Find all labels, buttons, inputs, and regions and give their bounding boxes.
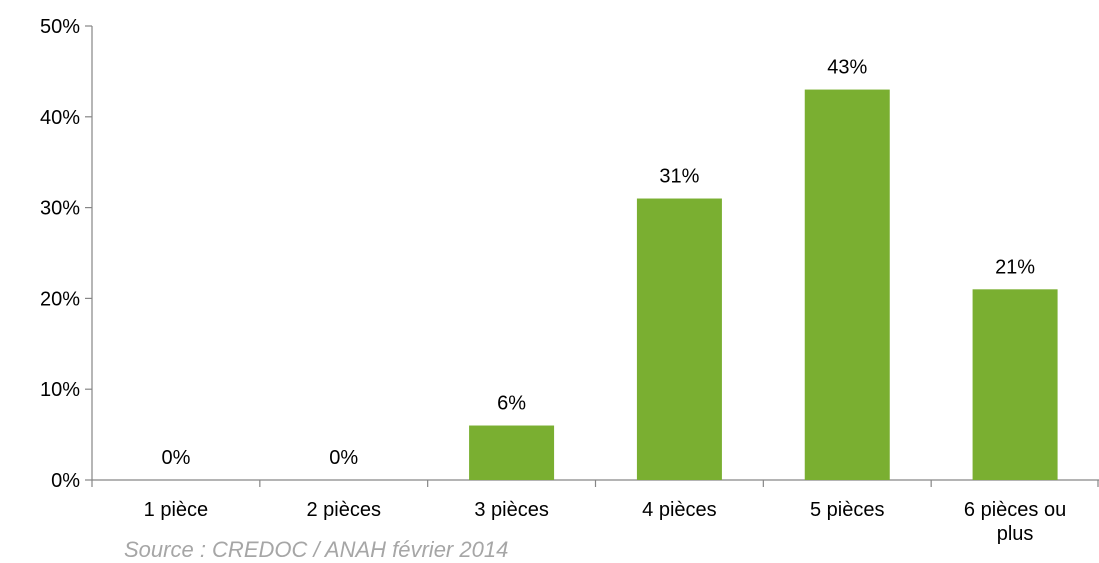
- x-tick-label: 1 pièce: [144, 499, 209, 521]
- data-label: 31%: [659, 166, 699, 188]
- y-axis: 0% 10% 20% 30% 40% 50%: [40, 16, 93, 492]
- x-tick-label: 2 pièces: [307, 499, 382, 521]
- bar: [636, 198, 722, 480]
- bar-chart: 0% 10% 20% 30% 40% 50% 1 pièce 2 pièces 3 pièce…: [40, 16, 1099, 545]
- data-label: 21%: [995, 256, 1035, 278]
- data-labels: 0% 0% 6% 31% 43% 21%: [161, 57, 1035, 469]
- x-tick-label: 3 pièces: [474, 499, 549, 521]
- x-tick-label: 5 pièces: [810, 499, 885, 521]
- x-tick-label: 6 pièces ou plus: [964, 499, 1066, 545]
- data-label: 43%: [827, 57, 867, 79]
- data-label: 6%: [497, 393, 526, 415]
- x-tick-label: 4 pièces: [642, 499, 717, 521]
- bar: [804, 89, 890, 480]
- source-note: Source : CREDOC / ANAH février 2014: [124, 537, 509, 562]
- x-axis: 1 pièce 2 pièces 3 pièces 4 pièces 5 pièces 6…: [91, 479, 1099, 545]
- bar: [972, 289, 1058, 480]
- bar: [469, 425, 555, 480]
- y-tick-label: 0%: [51, 470, 80, 492]
- y-tick-label: 40%: [40, 107, 80, 129]
- data-label: 0%: [329, 447, 358, 469]
- y-tick-label: 20%: [40, 288, 80, 310]
- y-tick-label: 30%: [40, 198, 80, 220]
- y-tick-label: 10%: [40, 379, 80, 401]
- bars: [469, 89, 1058, 480]
- y-tick-label: 50%: [40, 16, 80, 38]
- data-label: 0%: [161, 447, 190, 469]
